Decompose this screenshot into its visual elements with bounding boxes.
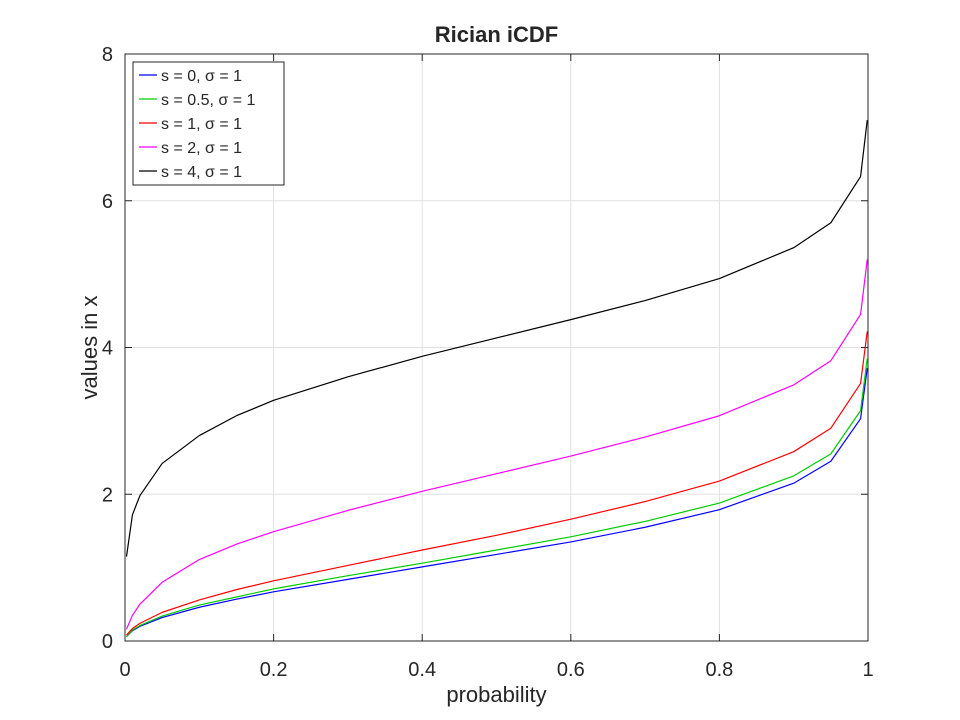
legend-entry: s = 0, σ = 1 [161, 68, 242, 85]
y-tick-label: 2 [102, 484, 113, 506]
y-tick-label: 6 [102, 191, 113, 213]
axis-ticks: 0 0.2 0.4 0.6 0.8 1 0 2 4 6 8 [102, 44, 874, 681]
legend-entry: s = 2, σ = 1 [161, 140, 242, 157]
x-tick-label: 0.2 [260, 659, 288, 681]
chart-title: Rician iCDF [435, 22, 558, 47]
y-tick-label: 8 [102, 44, 113, 66]
series-line-5 [125, 119, 868, 557]
x-axis-label: probability [446, 682, 546, 707]
series-line-3 [126, 331, 868, 636]
y-tick-label: 0 [102, 631, 113, 653]
x-tick-label: 0.8 [705, 659, 733, 681]
x-tick-label: 0 [119, 659, 130, 681]
legend: s = 0, σ = 1 s = 0.5, σ = 1 s = 1, σ = 1 s … [132, 61, 285, 186]
x-tick-label: 0.4 [408, 659, 436, 681]
series-line-2 [126, 358, 868, 638]
legend-box [132, 61, 285, 186]
y-axis-label: values in x [77, 296, 102, 400]
y-tick-label: 4 [102, 338, 113, 360]
legend-entry: s = 1, σ = 1 [161, 116, 242, 133]
series-lines [125, 119, 868, 638]
series-line-1 [126, 367, 868, 638]
x-tick-label: 1 [862, 659, 873, 681]
x-tick-label: 0.6 [557, 659, 585, 681]
legend-entry: s = 0.5, σ = 1 [161, 92, 255, 109]
legend-entry: s = 4, σ = 1 [161, 164, 242, 181]
series-line-4 [125, 259, 868, 630]
